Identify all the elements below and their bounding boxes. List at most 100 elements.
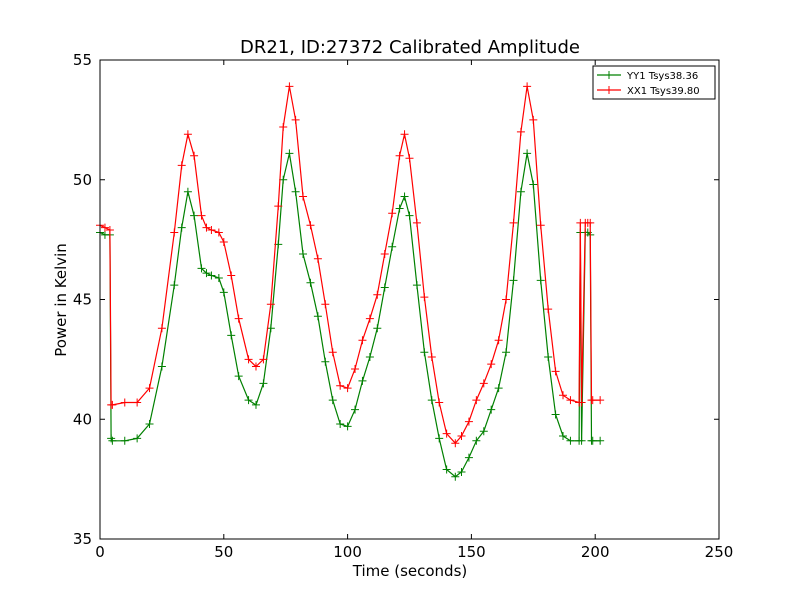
legend-item: XX1 Tsys39.80 (597, 86, 700, 97)
data-point (313, 312, 322, 321)
y-axis: 35 40 45 50 55 (73, 51, 719, 548)
data-point (202, 223, 211, 232)
legend: YY1 Tsys38.36 XX1 Tsys39.80 (592, 65, 716, 100)
data-point (388, 209, 397, 218)
data-point (559, 391, 568, 400)
data-point (234, 314, 243, 323)
data-point (279, 175, 288, 184)
data-point (451, 472, 460, 481)
data-point (566, 436, 575, 445)
y-tick-label: 55 (73, 51, 92, 69)
data-point (251, 400, 260, 409)
data-point (559, 432, 568, 441)
data-point (313, 254, 322, 263)
data-point (551, 367, 560, 376)
data-point (435, 434, 444, 443)
y-tick-label: 35 (73, 530, 92, 548)
data-point (145, 384, 154, 393)
data-point (183, 187, 192, 196)
data-point (108, 400, 117, 409)
data-point (219, 288, 228, 297)
data-point (529, 115, 538, 124)
data-point (259, 379, 268, 388)
data-point (291, 187, 300, 196)
x-tick-label: 50 (214, 543, 233, 561)
data-point (274, 202, 283, 211)
data-point (380, 249, 389, 258)
data-point (420, 348, 429, 357)
data-point (523, 82, 532, 91)
x-axis-label: Time (seconds) (352, 562, 468, 580)
data-point (190, 151, 199, 160)
data-point (577, 436, 586, 445)
data-point (285, 82, 294, 91)
data-point (388, 242, 397, 251)
data-point (190, 211, 199, 220)
x-tick-label: 250 (705, 543, 734, 561)
data-point (509, 218, 518, 227)
legend-label: YY1 Tsys38.36 (626, 71, 698, 82)
data-point (336, 381, 345, 390)
data-point (412, 218, 421, 227)
data-point (536, 221, 545, 230)
data-point (588, 436, 597, 445)
y-tick-label: 40 (73, 410, 92, 428)
data-point (279, 123, 288, 132)
data-point (516, 127, 525, 136)
data-point (457, 467, 466, 476)
data-point (328, 396, 337, 405)
data-point (207, 226, 216, 235)
legend-item: YY1 Tsys38.36 (597, 71, 698, 82)
data-point (170, 281, 179, 290)
data-point (343, 384, 352, 393)
data-point (351, 405, 360, 414)
data-point (516, 187, 525, 196)
data-point (523, 149, 532, 158)
legend-marker (605, 86, 613, 94)
data-point (321, 300, 330, 309)
data-point (234, 372, 243, 381)
data-point (586, 218, 595, 227)
data-point (442, 429, 451, 438)
data-point (197, 211, 206, 220)
data-point (207, 271, 216, 280)
data-point (100, 223, 109, 232)
data-point (358, 376, 367, 385)
chart-title: DR21, ID:27372 Calibrated Amplitude (240, 37, 580, 58)
data-point (479, 427, 488, 436)
data-point (544, 352, 553, 361)
data-point (551, 410, 560, 419)
data-point (464, 417, 473, 426)
data-point (120, 398, 129, 407)
data-point (285, 149, 294, 158)
data-point (197, 264, 206, 273)
data-point (170, 228, 179, 237)
data-point (120, 436, 129, 445)
data-point (536, 276, 545, 285)
data-point (108, 436, 117, 445)
data-point (395, 151, 404, 160)
data-point (479, 379, 488, 388)
data-point (494, 384, 503, 393)
data-point (219, 238, 228, 247)
data-point (177, 161, 186, 170)
data-point (457, 432, 466, 441)
data-point (291, 115, 300, 124)
data-point (214, 228, 223, 237)
data-point (214, 273, 223, 282)
data-point (529, 180, 538, 189)
legend-marker (605, 71, 613, 79)
data-point (472, 396, 481, 405)
data-point (358, 336, 367, 345)
plot-area (96, 82, 605, 481)
y-tick-label: 50 (73, 171, 92, 189)
data-point (472, 436, 481, 445)
data-point (420, 293, 429, 302)
data-point (299, 249, 308, 258)
data-point (133, 434, 142, 443)
x-tick-label: 0 (95, 543, 105, 561)
data-point (400, 192, 409, 201)
data-point (596, 396, 605, 405)
